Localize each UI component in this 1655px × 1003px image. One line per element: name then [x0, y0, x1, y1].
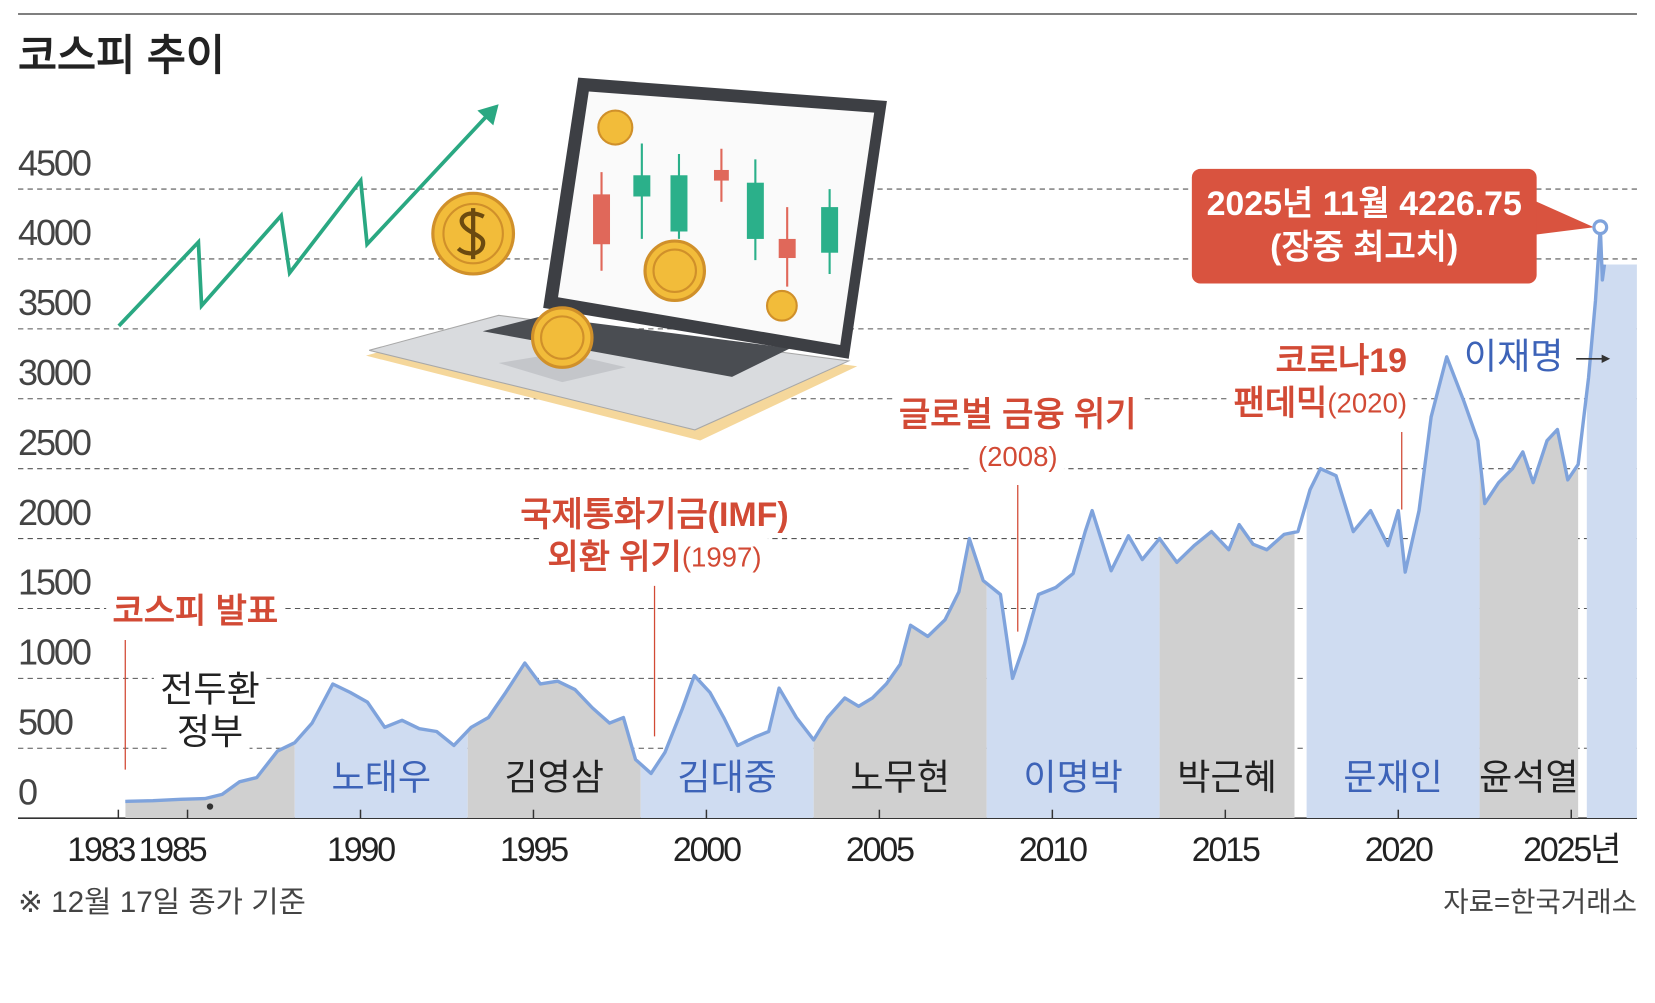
- label-background: [541, 536, 768, 579]
- coin-ring: [652, 248, 698, 294]
- event-text: 외환 위기: [548, 538, 682, 576]
- y-tick-label: 500: [18, 701, 73, 742]
- trend-arrow: [117, 115, 488, 328]
- candle-body: [670, 175, 688, 232]
- event-label: 팬데믹(2020): [1234, 384, 1407, 422]
- candle-body: [821, 207, 839, 253]
- callout-note: (장중 최고치): [1270, 229, 1458, 267]
- x-tick-label: 1995: [500, 831, 568, 869]
- y-tick-label: 0: [18, 771, 37, 812]
- event-year: (1997): [682, 542, 762, 573]
- era-band: [1586, 227, 1637, 819]
- event-label: 국제통화기금(IMF): [520, 496, 788, 534]
- label-background: [513, 493, 796, 536]
- x-tick-label: 2000: [673, 831, 741, 869]
- source: 자료=한국거래소: [1443, 886, 1637, 917]
- y-tick-label: 1000: [18, 632, 91, 673]
- era-label: 윤석열: [1479, 757, 1579, 798]
- label-background: [892, 394, 1143, 437]
- era-label: 전두환: [160, 668, 260, 709]
- era-label: 이명박: [1023, 757, 1123, 798]
- event-label: 글로벌 금융 위기: [899, 396, 1136, 434]
- coin-ring: [539, 315, 585, 360]
- event-text: 코로나19: [1276, 342, 1407, 380]
- coin: [597, 109, 634, 146]
- era-label: 정부: [177, 711, 243, 752]
- x-tick-label: 2015: [1192, 831, 1260, 869]
- laptop-base: [369, 314, 851, 431]
- event-label: 코스피 발표: [113, 592, 279, 630]
- era-arrow-head: [1601, 354, 1611, 364]
- era-pointer: [206, 803, 214, 810]
- y-tick-label: 1500: [18, 562, 91, 603]
- illustration: [117, 77, 887, 441]
- era-label: 이재명: [1464, 335, 1564, 376]
- trend-arrow-head: [477, 104, 499, 126]
- era-label: 문재인: [1343, 757, 1443, 798]
- era-label: 노태우: [331, 757, 431, 798]
- callout-pointer: [1534, 200, 1594, 235]
- kospi-line: [125, 225, 1607, 804]
- y-tick-label: 4500: [18, 142, 91, 183]
- label-background: [170, 708, 250, 755]
- coin-sign: [456, 208, 486, 260]
- candle-body: [713, 169, 729, 181]
- era-label: 박근혜: [1177, 757, 1277, 798]
- x-tick-label: 2010: [1019, 831, 1087, 869]
- laptop-screen: [558, 91, 875, 346]
- x-tick-label: 2005: [846, 831, 914, 869]
- candle-body: [633, 175, 651, 197]
- label-background: [1269, 339, 1414, 383]
- x-tick-label: 1983: [67, 831, 135, 869]
- candle-body: [593, 194, 611, 245]
- callout-label: 2025년 11월 4226.75: [1207, 185, 1522, 223]
- candle-body: [778, 238, 796, 259]
- footnote: ※ 12월 17일 종가 기준: [18, 886, 306, 919]
- x-tick-label: 2020: [1365, 831, 1433, 869]
- y-tick-label: 3000: [18, 352, 91, 393]
- x-tick-label: 1990: [327, 831, 395, 869]
- coin-ring: [442, 202, 504, 265]
- x-tick-label: 2025년: [1523, 831, 1619, 869]
- peak-marker: [1592, 219, 1609, 236]
- label-background: [153, 666, 267, 712]
- candles: [593, 143, 839, 287]
- era-label: 노무현: [850, 757, 950, 798]
- event-label: 외환 위기(1997): [548, 538, 762, 576]
- era-label: 김대중: [677, 757, 777, 798]
- label-background: [971, 438, 1064, 474]
- event-text: 팬데믹: [1234, 384, 1328, 422]
- y-tick-label: 3500: [18, 282, 91, 323]
- coin: [765, 289, 798, 322]
- callout-box: [1191, 168, 1537, 284]
- event-text: 국제통화기금(IMF): [520, 496, 788, 534]
- candle-body: [746, 182, 764, 239]
- event-year: (2008): [978, 441, 1058, 472]
- event-label: 코로나19: [1276, 342, 1407, 380]
- coins: [431, 109, 798, 369]
- event-text: 코스피 발표: [113, 592, 279, 630]
- x-tick-label: 1985: [139, 831, 207, 869]
- label-background: [1227, 382, 1414, 425]
- y-tick-label: 2500: [18, 422, 91, 463]
- era-label: 김영삼: [504, 757, 604, 798]
- event-text: 글로벌 금융 위기: [899, 396, 1136, 434]
- event-year: (2020): [1327, 388, 1407, 419]
- y-tick-label: 2000: [18, 492, 91, 533]
- chart-title: 코스피 추이: [18, 32, 225, 79]
- label-background: [106, 590, 285, 633]
- y-tick-label: 4000: [18, 212, 91, 253]
